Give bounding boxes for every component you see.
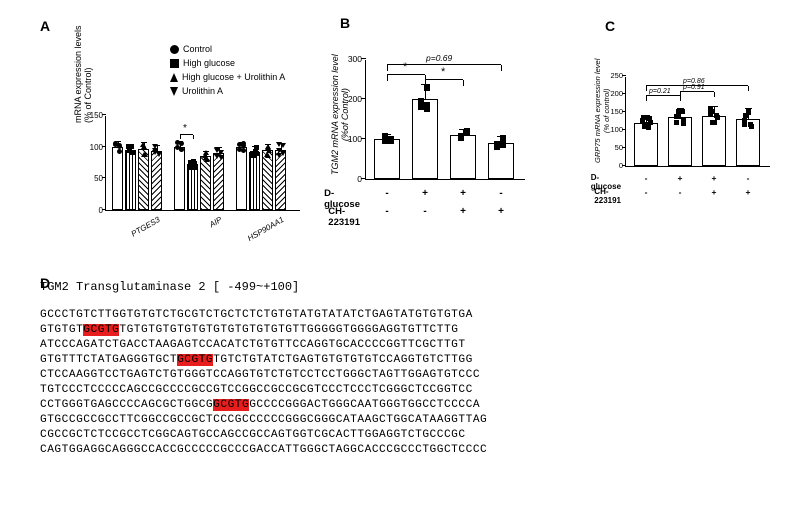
- ylabel-b: TGM2 mRNA expression level(%of Control): [330, 54, 350, 175]
- legend-a: Control High glucose High glucose + Urol…: [170, 42, 285, 98]
- legend-row: Control: [170, 42, 285, 56]
- chart-a: 050100150PTGES3AIPHSP90AA1*: [105, 116, 300, 211]
- sequence-block: GCCCTGTCTTGGTGTGTCTGCGTCTGCTCTCTGTGTATGT…: [40, 308, 780, 458]
- triangle-down-icon: [170, 87, 178, 96]
- chart-b: 0100200300--+-++-+D-glucoseCH-223191**p=…: [365, 60, 525, 180]
- legend-row: High glucose + Urolithin A: [170, 70, 285, 84]
- legend-text: Control: [183, 42, 212, 56]
- legend-text: High glucose: [183, 56, 235, 70]
- square-icon: [170, 59, 179, 68]
- legend-text: Urolithin A: [182, 84, 223, 98]
- chart-c: 050100150200250--+-++-+D-glucoseCH-22319…: [625, 77, 770, 167]
- legend-text: High glucose + Urolithin A: [182, 70, 285, 84]
- triangle-up-icon: [170, 73, 178, 82]
- panel-a: Control High glucose High glucose + Urol…: [40, 18, 290, 238]
- panel-c: GRP75 mRNA expression level(% of control…: [575, 25, 785, 225]
- d-title: TGM2 Transglutaminase 2 [ -499~+100]: [40, 280, 780, 294]
- legend-row: High glucose: [170, 56, 285, 70]
- ylabel-a: mRNA expression levels(% of Control): [73, 25, 93, 123]
- legend-row: Urolithin A: [170, 84, 285, 98]
- panel-b: TGM2 mRNA expression level(%of Control) …: [310, 20, 540, 240]
- circle-icon: [170, 45, 179, 54]
- panel-d: TGM2 Transglutaminase 2 [ -499~+100] GCC…: [40, 280, 780, 458]
